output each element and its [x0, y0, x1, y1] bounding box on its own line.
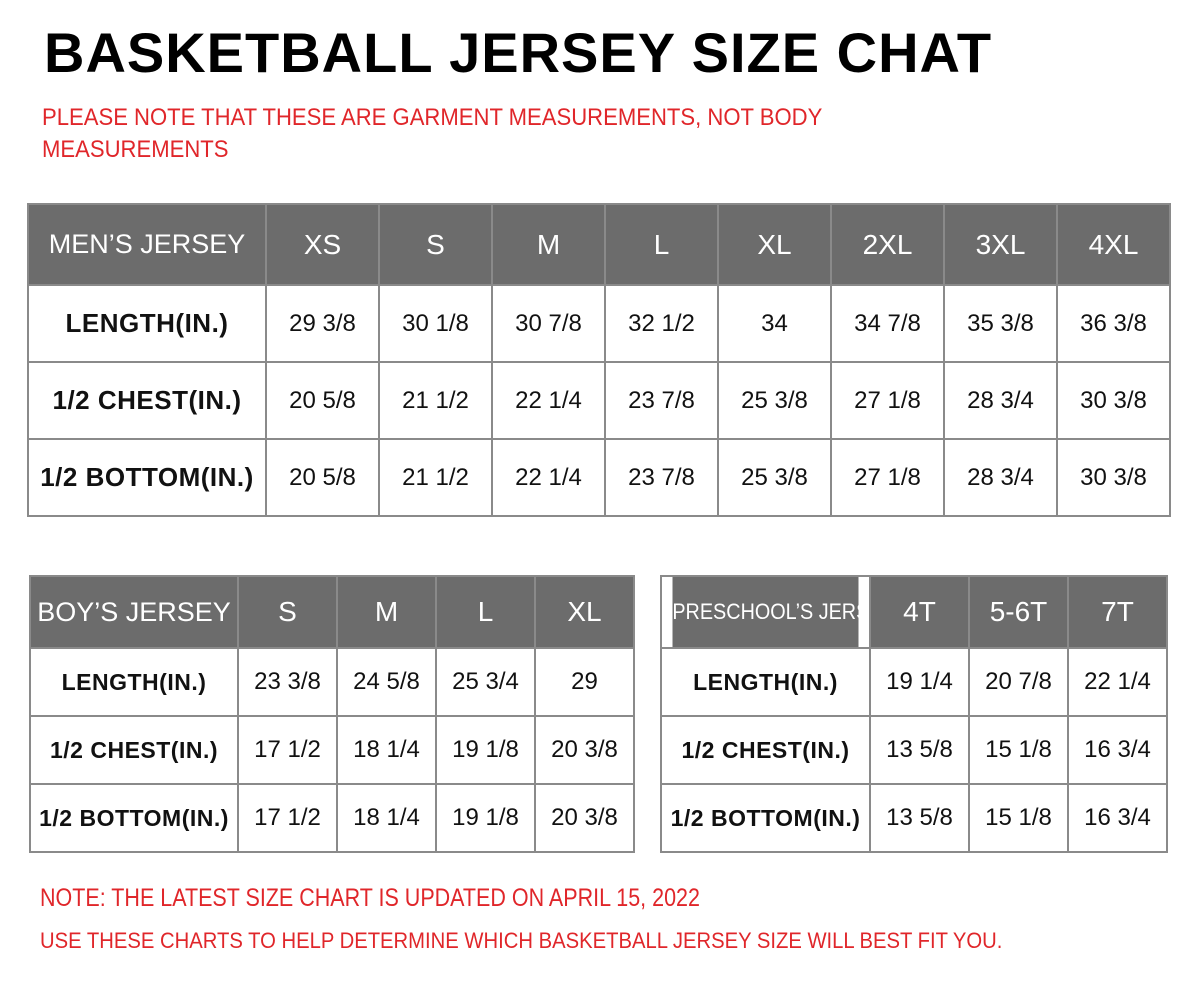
size-header: XL	[534, 575, 635, 649]
measure-cell: 17 1/2	[237, 715, 338, 785]
measure-cell: 20 7/8	[968, 647, 1069, 717]
measure-cell: 13 5/8	[869, 783, 970, 853]
note: PLEASE NOTE THAT THESE ARE GARMENT MEASU…	[42, 104, 822, 163]
row-label: 1/2 BOTTOM(IN.)	[660, 783, 871, 853]
measure-cell: 23 7/8	[604, 438, 719, 517]
measure-row: LENGTH(IN.) 23 3/8 24 5/8 25 3/4 29	[29, 647, 635, 717]
measure-cell: 30 1/8	[378, 284, 493, 363]
measure-cell: 20 3/8	[534, 783, 635, 853]
measure-cell: 19 1/8	[435, 715, 536, 785]
measure-cell: 23 7/8	[604, 361, 719, 440]
title: BASKETBALL JERSEY SIZE CHAT	[44, 21, 993, 84]
measure-cell: 32 1/2	[604, 284, 719, 363]
measure-cell: 17 1/2	[237, 783, 338, 853]
measure-cell: 34	[717, 284, 832, 363]
measure-cell: 28 3/4	[943, 361, 1058, 440]
measure-row: 1/2 BOTTOM(IN.) 13 5/8 15 1/8 16 3/4	[660, 783, 1168, 853]
footer-note: USE THESE CHARTS TO HELP DETERMINE WHICH…	[40, 928, 1003, 953]
measure-cell: 20 5/8	[265, 361, 380, 440]
measure-cell: 34 7/8	[830, 284, 945, 363]
size-header: 4XL	[1056, 203, 1171, 286]
measure-cell: 19 1/8	[435, 783, 536, 853]
row-label: 1/2 BOTTOM(IN.)	[29, 783, 239, 853]
measure-cell: 22 1/4	[491, 361, 606, 440]
size-table: MEN’S JERSEY XS S M L XL 2XL 3XL 4XL LENGTH(IN.) 2…	[27, 203, 1171, 517]
row-label: LENGTH(IN.)	[29, 647, 239, 717]
size-header: L	[604, 203, 719, 286]
row-label: 1/2 CHEST(IN.)	[29, 715, 239, 785]
table-name: BOY’S JERSEY	[29, 575, 239, 649]
measure-row: 1/2 CHEST(IN.) 20 5/8 21 1/2 22 1/4 23 7/8 25…	[27, 361, 1171, 440]
size-header: L	[435, 575, 536, 649]
size-header: S	[237, 575, 338, 649]
header-row: BOY’S JERSEY S M L XL	[29, 575, 635, 649]
size-header: 7T	[1067, 575, 1168, 649]
row-label: LENGTH(IN.)	[660, 647, 871, 717]
footer-note: NOTE: THE LATEST SIZE CHART IS UPDATED O…	[40, 884, 700, 912]
measure-cell: 16 3/4	[1067, 783, 1168, 853]
measure-cell: 21 1/2	[378, 361, 493, 440]
measure-cell: 29	[534, 647, 635, 717]
measure-cell: 36 3/8	[1056, 284, 1171, 363]
measure-cell: 30 3/8	[1056, 438, 1171, 517]
measure-cell: 30 3/8	[1056, 361, 1171, 440]
size-header: XL	[717, 203, 832, 286]
size-header: S	[378, 203, 493, 286]
table-name: MEN’S JERSEY	[27, 203, 267, 286]
size-table: PRESCHOOL’S JERSEY4T5-6T7TLENGTH(IN.)19 …	[660, 575, 1168, 853]
row-label: 1/2 BOTTOM(IN.)	[27, 438, 267, 517]
measure-row: 1/2 CHEST(IN.) 17 1/2 18 1/4 19 1/8 20 3/8	[29, 715, 635, 785]
measure-cell: 16 3/4	[1067, 715, 1168, 785]
measure-cell: 25 3/4	[435, 647, 536, 717]
measure-row: 1/2 CHEST(IN.) 13 5/8 15 1/8 16 3/4	[660, 715, 1168, 785]
header-row: MEN’S JERSEY XS S M L XL 2XL 3XL 4XL	[27, 203, 1171, 286]
measure-cell: 25 3/8	[717, 438, 832, 517]
measure-cell: 35 3/8	[943, 284, 1058, 363]
measure-cell: 30 7/8	[491, 284, 606, 363]
size-header: XS	[265, 203, 380, 286]
measure-row: LENGTH(IN.) 29 3/8 30 1/8 30 7/8 32 1/2 34 34 …	[27, 284, 1171, 363]
measure-cell: 20 3/8	[534, 715, 635, 785]
measure-row: 1/2 BOTTOM(IN.) 17 1/2 18 1/4 19 1/8 20 3/8	[29, 783, 635, 853]
size-header: 2XL	[830, 203, 945, 286]
size-header: 4T	[869, 575, 970, 649]
measure-cell: 20 5/8	[265, 438, 380, 517]
row-label: 1/2 CHEST(IN.)	[660, 715, 871, 785]
measure-cell: 18 1/4	[336, 783, 437, 853]
measure-row: LENGTH(IN.) 19 1/4 20 7/8 22 1/4	[660, 647, 1168, 717]
measure-cell: 25 3/8	[717, 361, 832, 440]
size-header: M	[336, 575, 437, 649]
measure-cell: 13 5/8	[869, 715, 970, 785]
measure-cell: 15 1/8	[968, 783, 1069, 853]
measure-cell: 24 5/8	[336, 647, 437, 717]
size-header: M	[491, 203, 606, 286]
measure-cell: 15 1/8	[968, 715, 1069, 785]
measure-cell: 22 1/4	[491, 438, 606, 517]
size-header: 3XL	[943, 203, 1058, 286]
table-name: PRESCHOOL’S JERSEY	[670, 575, 861, 649]
measure-row: 1/2 BOTTOM(IN.) 20 5/8 21 1/2 22 1/4 23 7/8 2…	[27, 438, 1171, 517]
size-header: 5-6T	[968, 575, 1069, 649]
measure-cell: 28 3/4	[943, 438, 1058, 517]
measure-cell: 22 1/4	[1067, 647, 1168, 717]
measure-cell: 21 1/2	[378, 438, 493, 517]
measure-cell: 27 1/8	[830, 438, 945, 517]
size-table: BOY’S JERSEY S M L XL LENGTH(IN.) 23 3/8 24 5/8…	[29, 575, 635, 853]
measure-cell: 23 3/8	[237, 647, 338, 717]
measure-cell: 29 3/8	[265, 284, 380, 363]
measure-cell: 18 1/4	[336, 715, 437, 785]
measure-cell: 27 1/8	[830, 361, 945, 440]
measure-cell: 19 1/4	[869, 647, 970, 717]
row-label: LENGTH(IN.)	[27, 284, 267, 363]
row-label: 1/2 CHEST(IN.)	[27, 361, 267, 440]
